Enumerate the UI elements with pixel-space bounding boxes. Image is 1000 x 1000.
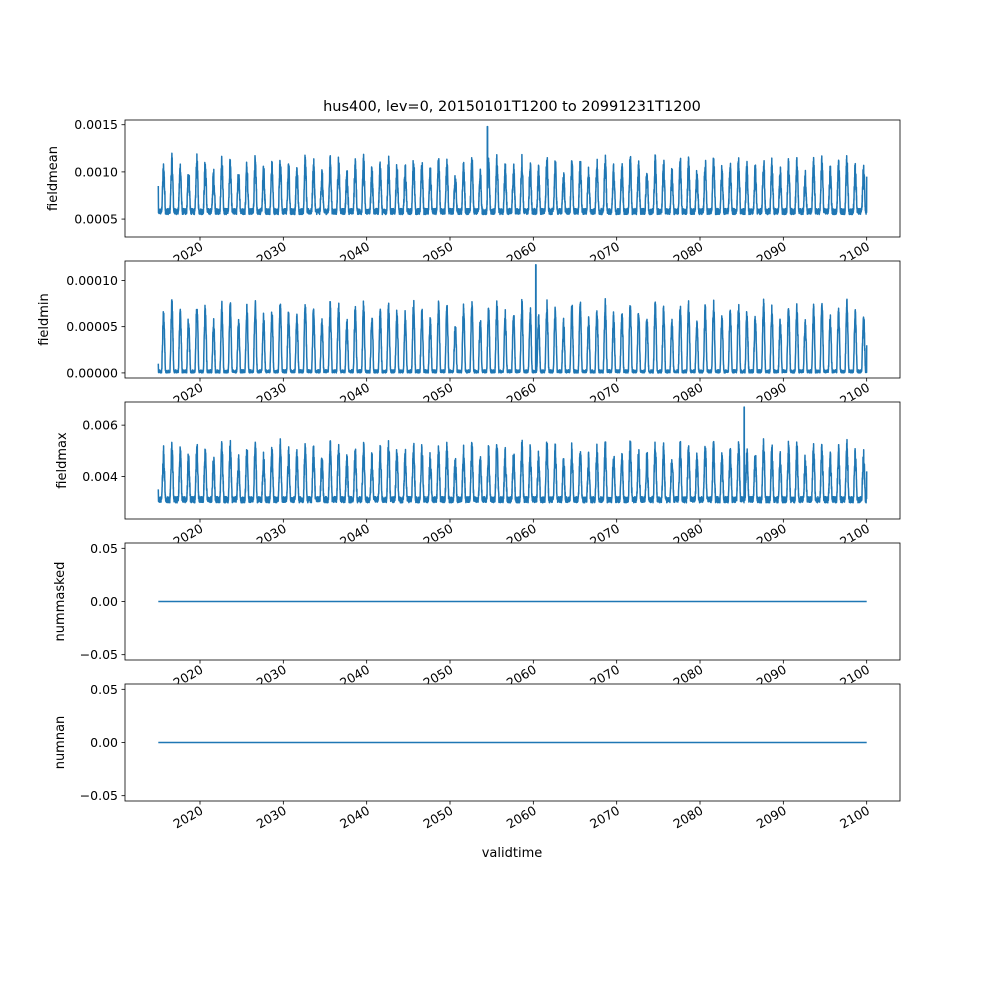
y-axis-label-fieldmean: fieldmean <box>46 146 61 211</box>
y-tick-label: 0.0010 <box>74 164 118 179</box>
y-tick-label: 0.05 <box>90 682 118 697</box>
y-tick-label: 0.00010 <box>66 273 118 288</box>
series-line-fieldmax <box>157 406 868 504</box>
x-tick-label: 2040 <box>337 803 372 832</box>
x-tick-label: 2030 <box>254 803 289 832</box>
y-axis-label-nummasked: nummasked <box>53 562 68 642</box>
y-tick-label: 0.0005 <box>74 212 118 227</box>
y-tick-label: 0.00 <box>90 735 118 750</box>
chart-title: hus400, lev=0, 20150101T1200 to 20991231… <box>323 99 701 115</box>
x-tick-label: 2050 <box>420 803 455 832</box>
axes-frame <box>124 401 901 520</box>
panel-numnan: −0.05 0.00 0.05 numnan 2020 2030 2040 2050 2060 2… <box>53 682 901 832</box>
y-tick-label: 0.006 <box>82 418 118 433</box>
y-axis-label-fieldmax: fieldmax <box>55 432 70 489</box>
y-tick-label: 0.004 <box>82 469 118 484</box>
y-tick-label: 0.00000 <box>66 365 118 380</box>
panels: 0.0005 0.0010 0.0015 fieldmean 2020 2030 2040 2… <box>37 117 901 832</box>
series-line-fieldmean <box>157 125 868 216</box>
y-axis-label-fieldmin: fieldmin <box>37 293 52 346</box>
axes-frame <box>124 119 901 238</box>
y-tick-label: 0.00005 <box>66 319 118 334</box>
x-tick-label: 2020 <box>170 803 205 832</box>
axes-frame <box>124 260 901 379</box>
y-tick-label: −0.05 <box>80 788 118 803</box>
x-tick-label: 2080 <box>670 803 705 832</box>
x-tick-label: 2060 <box>504 803 539 832</box>
y-tick-label: −0.05 <box>80 647 118 662</box>
series-line-fieldmin <box>157 263 868 374</box>
y-tick-label: 0.05 <box>90 541 118 556</box>
x-tick-label: 2070 <box>587 803 622 832</box>
y-tick-label: 0.00 <box>90 594 118 609</box>
x-tick-label: 2100 <box>837 803 872 832</box>
x-tick-label: 2090 <box>754 803 789 832</box>
y-tick-label: 0.0015 <box>74 117 118 132</box>
y-axis-label-numnan: numnan <box>53 716 68 770</box>
x-axis-label: validtime <box>482 846 543 861</box>
